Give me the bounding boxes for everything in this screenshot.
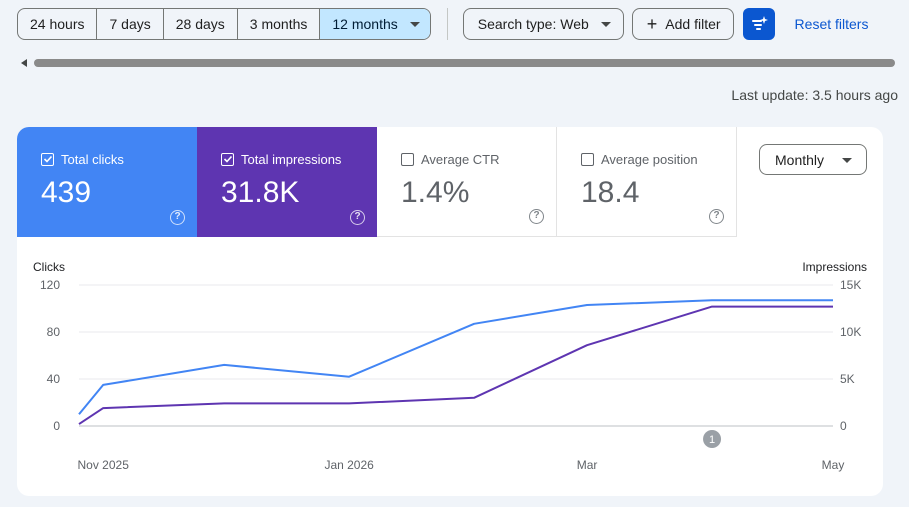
- horizontal-scrollbar[interactable]: [17, 57, 897, 69]
- scrollbar-thumb[interactable]: [34, 59, 895, 67]
- toolbar-divider: [446, 8, 448, 40]
- x-tick-label: Nov 2025: [78, 458, 130, 472]
- checkbox-unchecked-icon[interactable]: [401, 152, 414, 166]
- chevron-down-icon: [409, 21, 420, 27]
- x-tick-label: Jan 2026: [324, 458, 374, 472]
- chevron-down-icon: [600, 21, 611, 27]
- metric-total-impressions[interactable]: Total impressions 31.8K ?: [197, 127, 377, 237]
- metric-value: 1.4%: [401, 176, 470, 209]
- clicks-series-line: [78, 299, 833, 415]
- y-left-tick-label: 0: [53, 419, 60, 433]
- filter-settings-button[interactable]: [742, 8, 775, 40]
- scroll-left-icon[interactable]: [21, 59, 27, 67]
- x-tick-label: Mar: [577, 458, 598, 472]
- help-icon[interactable]: ?: [529, 209, 544, 224]
- y-left-tick-label: 40: [47, 372, 61, 386]
- metric-value: 439: [41, 176, 92, 209]
- metric-label: Total clicks: [61, 151, 124, 167]
- checkbox-unchecked-icon[interactable]: [581, 152, 594, 166]
- y-left-axis-title: Clicks: [33, 260, 65, 274]
- annotation-label: 1: [709, 434, 715, 446]
- impressions-series-line: [78, 305, 833, 425]
- checkbox-checked-icon[interactable]: [41, 152, 54, 166]
- y-left-tick-label: 120: [40, 278, 60, 292]
- y-right-axis-title: Impressions: [802, 260, 867, 274]
- metric-value: 31.8K: [221, 176, 300, 209]
- metric-average-position[interactable]: Average position 18.4 ?: [557, 127, 737, 237]
- toolbar: 24 hours 7 days 28 days 3 months 12 mont…: [17, 8, 868, 40]
- metric-value: 18.4: [581, 176, 640, 209]
- y-right-tick-label: 0: [840, 419, 847, 433]
- plus-icon: +: [646, 14, 658, 34]
- metric-total-clicks[interactable]: Total clicks 439 ?: [17, 127, 197, 237]
- checkbox-checked-icon[interactable]: [221, 152, 234, 166]
- add-filter-label: Add filter: [665, 16, 721, 32]
- help-icon[interactable]: ?: [350, 210, 365, 225]
- help-icon[interactable]: ?: [709, 209, 724, 224]
- chevron-down-icon: [842, 158, 852, 163]
- performance-chart: 0 0 40 5K 80 10K 120 15K Clicks Impressions Nov 20…: [33, 260, 867, 472]
- add-filter-button[interactable]: + Add filter: [631, 8, 734, 40]
- annotation-circle: [703, 430, 722, 448]
- y-right-tick-label: 5K: [840, 372, 855, 386]
- metric-label: Average CTR: [421, 151, 500, 167]
- x-tick-label: May: [822, 458, 845, 472]
- filter-sparkle-icon: [751, 16, 768, 30]
- search-type-label: Search type: Web: [477, 16, 589, 32]
- range-3-months[interactable]: 3 months: [238, 9, 321, 39]
- chart-annotation-marker[interactable]: 1: [703, 430, 722, 448]
- metric-average-ctr[interactable]: Average CTR 1.4% ?: [377, 127, 557, 237]
- active-range-label: 12 months: [332, 16, 398, 32]
- range-7-days[interactable]: 7 days: [97, 9, 164, 39]
- performance-card: Total clicks 439 ? Total impressions 31.…: [17, 127, 883, 496]
- metric-label: Average position: [601, 151, 698, 167]
- metric-label: Total impressions: [241, 151, 342, 167]
- search-type-dropdown[interactable]: Search type: Web: [462, 8, 624, 40]
- granularity-dropdown[interactable]: Monthly: [759, 144, 867, 175]
- y-left-tick-label: 80: [47, 325, 61, 339]
- last-update-text: Last update: 3.5 hours ago: [731, 87, 898, 103]
- range-24-hours[interactable]: 24 hours: [18, 9, 98, 39]
- y-right-tick-label: 15K: [840, 278, 861, 292]
- range-12-months[interactable]: 12 months: [320, 9, 430, 39]
- help-icon[interactable]: ?: [170, 210, 185, 225]
- granularity-label: Monthly: [775, 151, 825, 168]
- date-range-selector: 24 hours 7 days 28 days 3 months 12 mont…: [17, 8, 431, 40]
- range-28-days[interactable]: 28 days: [164, 9, 238, 39]
- reset-filters-link[interactable]: Reset filters: [794, 16, 869, 32]
- y-right-tick-label: 10K: [840, 325, 861, 339]
